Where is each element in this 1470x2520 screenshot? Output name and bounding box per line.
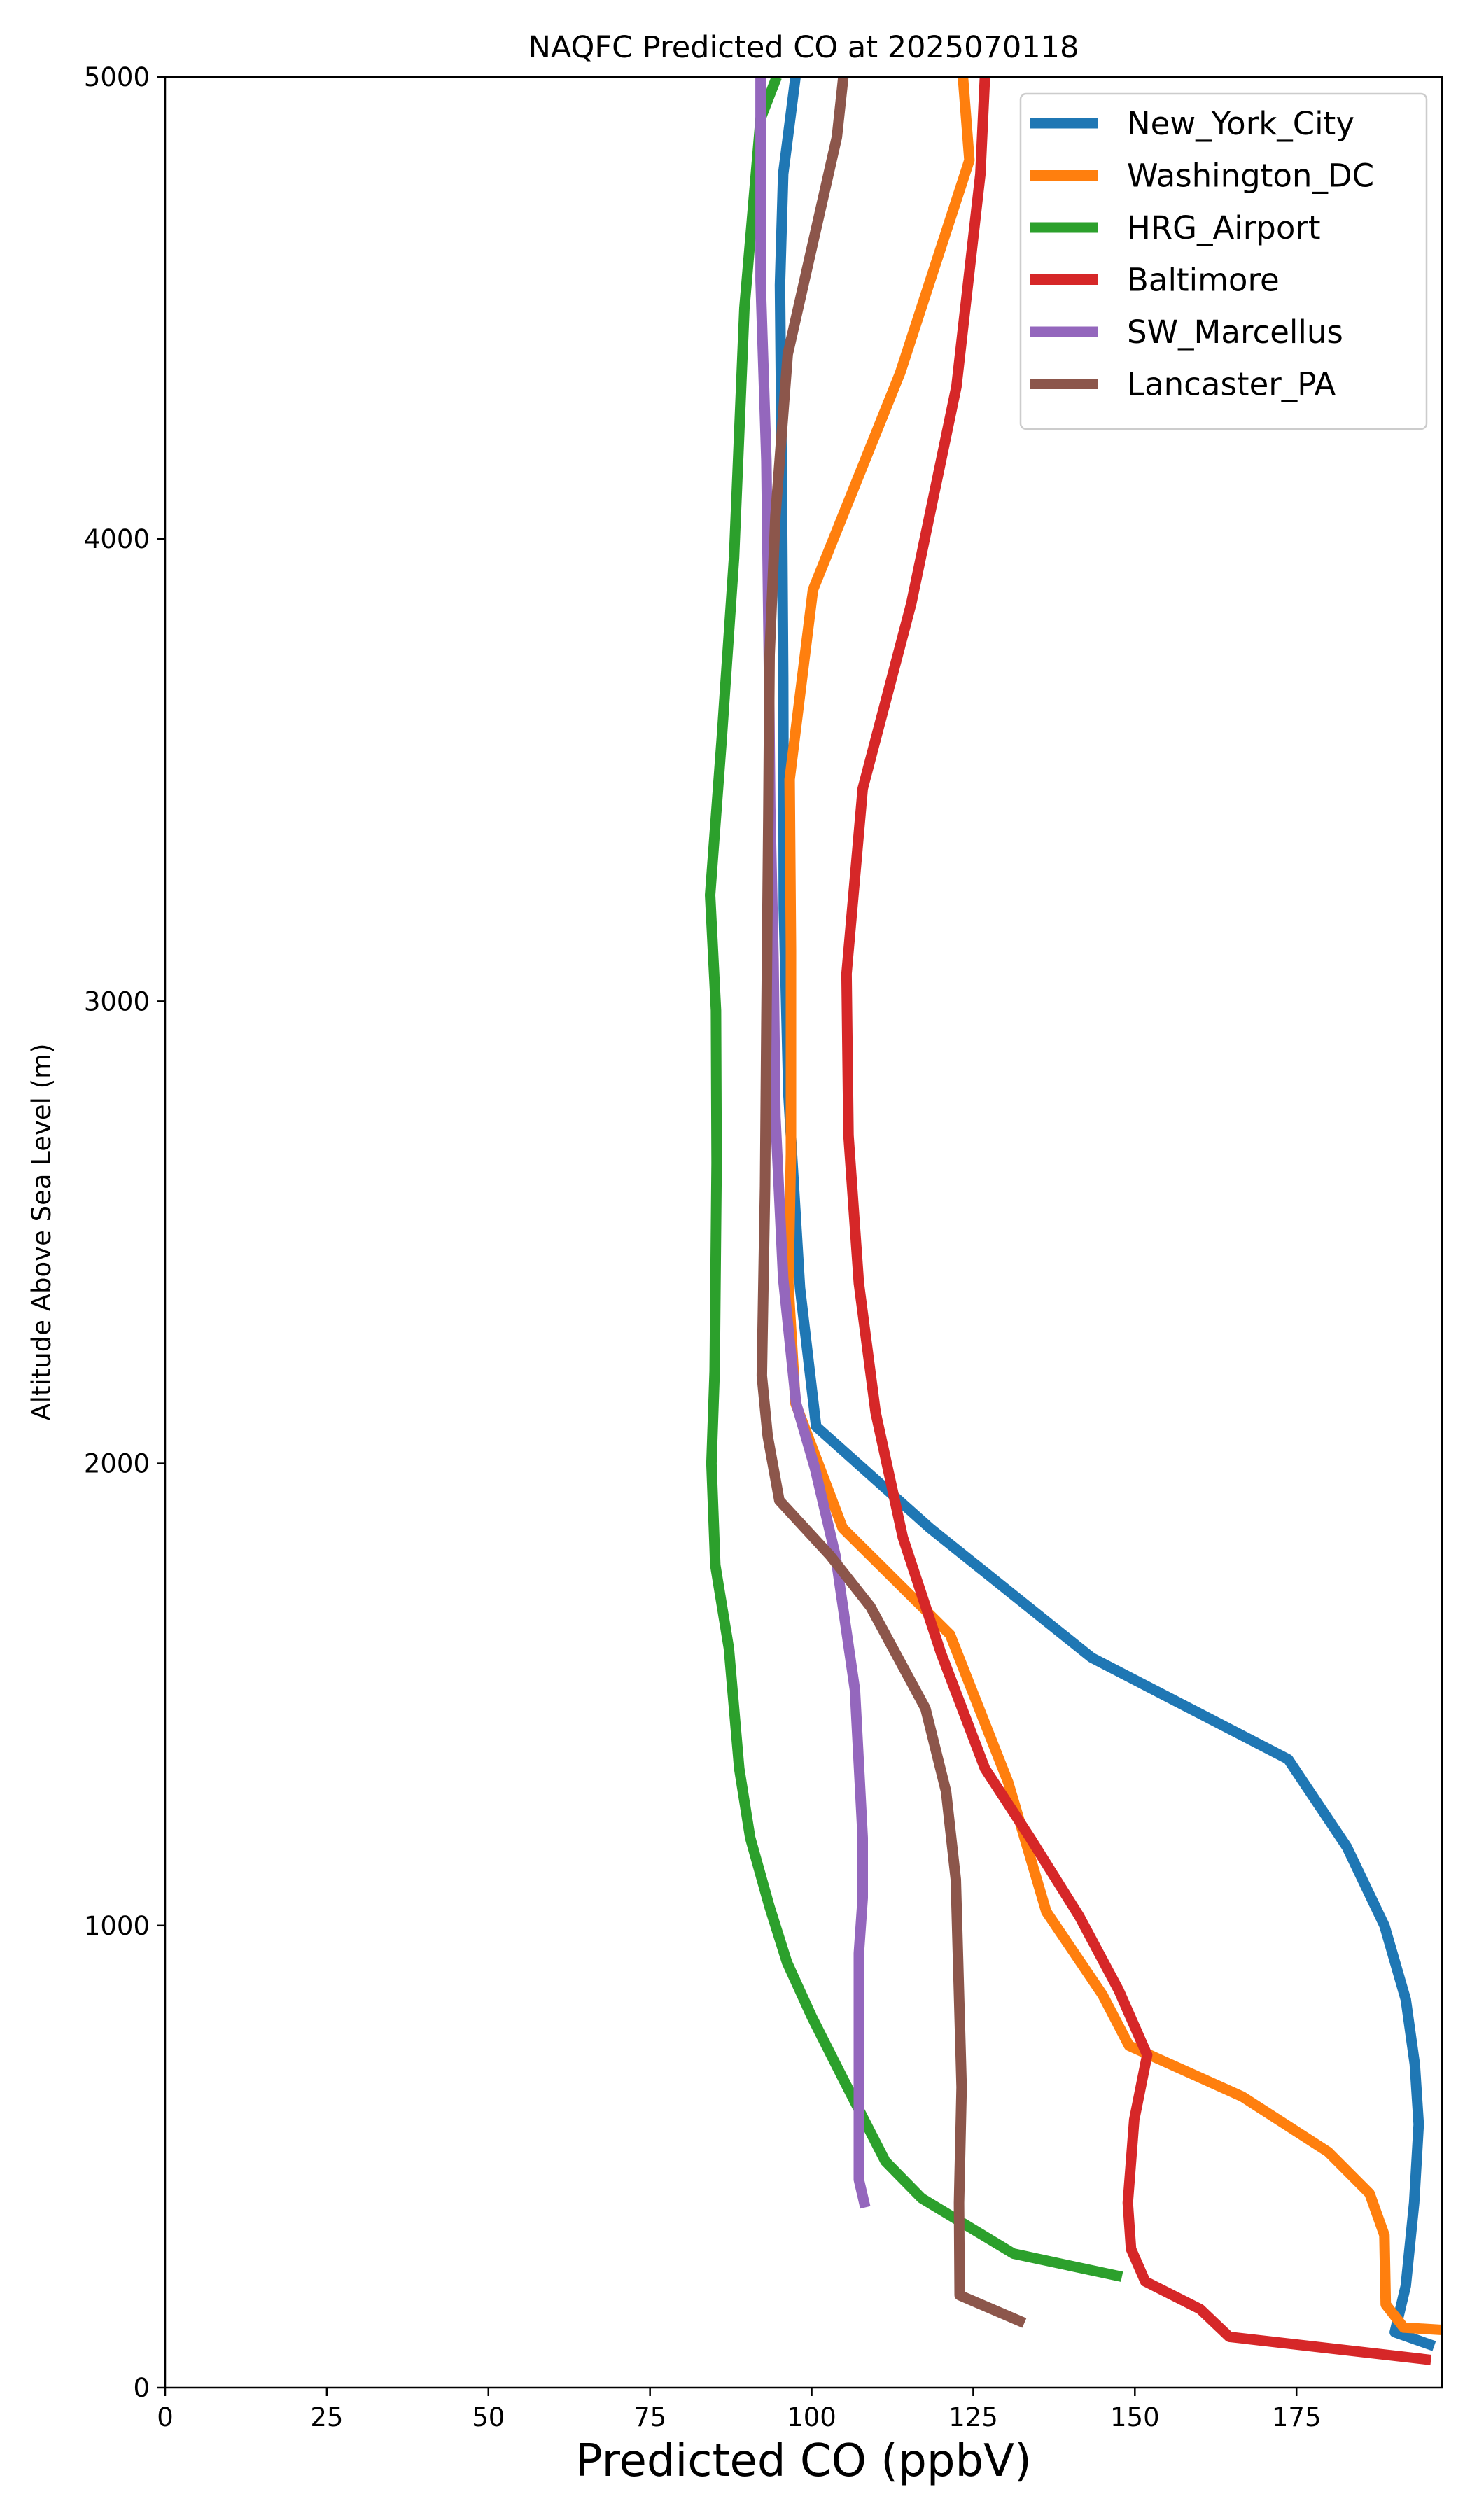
legend-label-5: Lancaster_PA	[1127, 366, 1336, 403]
y-tick-label-1: 1000	[84, 1911, 150, 1941]
y-axis: 0 1000 2000 3000 4000 5000	[84, 62, 165, 2403]
x-axis: 0 25 50 75 100 125 150 175	[157, 2388, 1322, 2432]
chart-legend: New_York_City Washington_DC HRG_Airport Bal…	[1019, 92, 1428, 430]
series-lines	[705, 77, 1442, 2365]
y-tick-label-3: 3000	[84, 986, 150, 1016]
legend-label-4: SW_Marcellus	[1127, 314, 1343, 351]
y-tick-label-2: 2000	[84, 1449, 150, 1479]
legend-label-3: Baltimore	[1127, 262, 1280, 299]
x-tick-label-6: 150	[1110, 2402, 1160, 2432]
series-line-1	[783, 77, 1442, 2335]
y-tick-label-0: 0	[133, 2373, 150, 2403]
x-tick-label-1: 25	[310, 2402, 343, 2432]
chart-title: NAQFC Predicted CO at 2025070118	[528, 30, 1079, 65]
legend-label-2: HRG_Airport	[1127, 209, 1321, 246]
x-tick-label-5: 125	[948, 2402, 998, 2432]
plot-area	[164, 76, 1443, 2389]
series-line-3	[841, 77, 1432, 2365]
legend-label-0: New_York_City	[1127, 105, 1354, 142]
x-axis-label: Predicted CO (ppbV)	[575, 2435, 1032, 2487]
x-tick-label-7: 175	[1272, 2402, 1322, 2432]
x-tick-label-3: 75	[634, 2402, 666, 2432]
x-tick-label-4: 100	[787, 2402, 836, 2432]
legend-label-1: Washington_DC	[1127, 158, 1374, 195]
x-tick-label-2: 50	[472, 2402, 505, 2432]
legend-box	[1019, 92, 1428, 430]
y-axis-label: Altitude Above Sea Level (m)	[27, 1043, 57, 1420]
y-tick-label-5: 5000	[84, 62, 150, 92]
y-tick-label-4: 4000	[84, 524, 150, 554]
x-tick-label-0: 0	[157, 2402, 174, 2432]
series-line-5	[756, 77, 1027, 2328]
plot-frame	[164, 76, 1443, 2389]
series-line-0	[774, 77, 1436, 2351]
